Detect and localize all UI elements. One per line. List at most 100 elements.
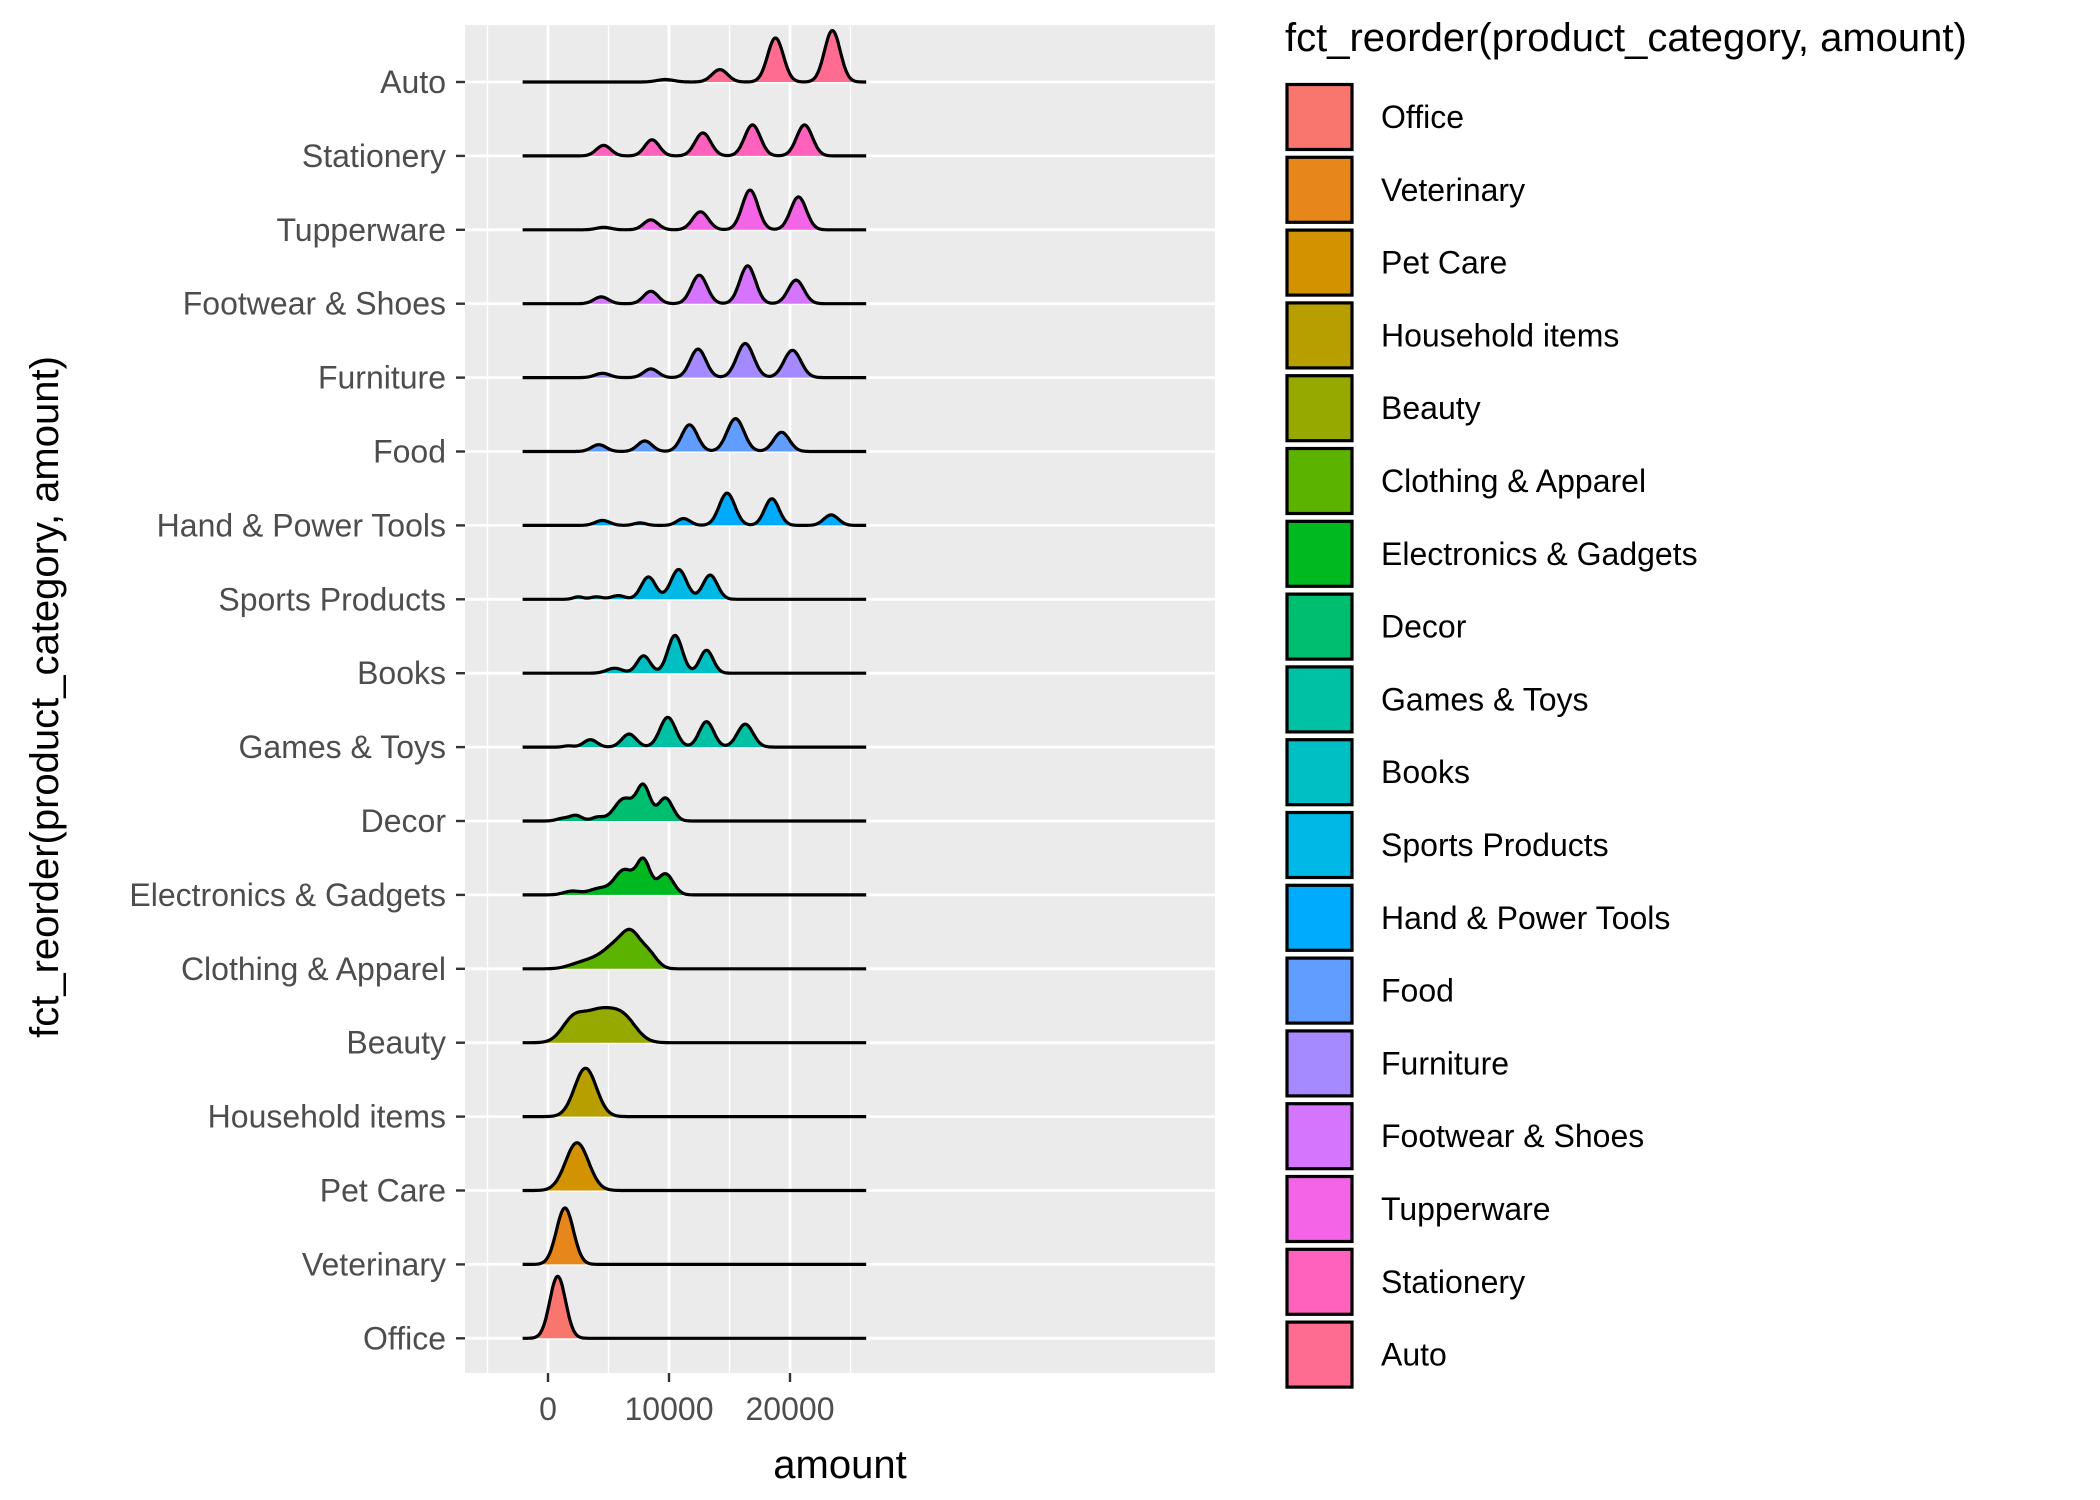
ridge-veterinary: [521, 1206, 868, 1266]
legend-label: Books: [1381, 754, 1470, 790]
legend-label: Pet Care: [1381, 245, 1507, 281]
y-tick-label: Household items: [208, 1099, 446, 1135]
ridge-office: [521, 1274, 868, 1340]
ridge-footwear-shoes: [521, 264, 868, 306]
ridge-outline: [521, 633, 868, 675]
ridge-games-toys: [521, 715, 868, 749]
legend-item: Books: [1285, 738, 1470, 807]
ridge-outline: [521, 715, 868, 749]
legend-item: Footwear & Shoes: [1285, 1102, 1644, 1171]
legend-item: Stationery: [1285, 1247, 1525, 1316]
legend-key: [1285, 1174, 1354, 1244]
legend-key: [1285, 155, 1354, 224]
ridge-fill: [522, 1208, 867, 1265]
y-axis-title: fct_reorder(product_category, amount): [23, 356, 67, 1038]
ridge-outline: [521, 782, 868, 823]
legend-item: Veterinary: [1285, 155, 1525, 224]
ridge-tupperware: [521, 188, 868, 232]
ridge-outline: [521, 1006, 868, 1045]
ridge-outline: [521, 341, 868, 380]
legend-label: Office: [1381, 99, 1464, 135]
y-tick-label: Clothing & Apparel: [181, 951, 446, 987]
legend-label: Veterinary: [1381, 172, 1525, 208]
ridge-fill: [522, 30, 867, 83]
ridge-stationery: [521, 123, 868, 158]
legend-item: Hand & Power Tools: [1285, 883, 1670, 952]
x-tick-label: 0: [539, 1391, 557, 1427]
legend-label: Hand & Power Tools: [1381, 900, 1670, 936]
legend-key: [1285, 519, 1354, 588]
legend-item: Decor: [1285, 592, 1467, 661]
ridge-sports-products: [521, 567, 868, 601]
y-tick-label: Hand & Power Tools: [157, 507, 446, 543]
legend-item: Clothing & Apparel: [1285, 446, 1646, 516]
ridge-outline: [521, 1141, 868, 1193]
legend-key: [1285, 738, 1354, 807]
ridge-clothing-apparel: [521, 927, 868, 971]
ridge-furniture: [521, 341, 868, 380]
y-tick-label: Pet Care: [320, 1173, 446, 1209]
y-tick-label: Food: [373, 434, 446, 470]
legend-key: [1285, 1029, 1354, 1098]
y-tick-label: Electronics & Gadgets: [129, 877, 446, 913]
y-tick-label: Office: [363, 1320, 446, 1356]
x-axis: 0 10000 20000: [539, 1373, 834, 1427]
y-tick-label: Beauty: [346, 1025, 446, 1061]
legend-key: [1285, 665, 1354, 734]
legend-label: Auto: [1381, 1337, 1447, 1373]
legend-label: Games & Toys: [1381, 681, 1588, 717]
ridge-outline: [521, 417, 868, 454]
legend-label: Sports Products: [1381, 827, 1609, 863]
legend-item: Auto: [1285, 1320, 1447, 1389]
legend-item: Furniture: [1285, 1029, 1509, 1098]
ridge-fill: [522, 1142, 867, 1191]
legend-label: Footwear & Shoes: [1381, 1118, 1644, 1154]
y-tick-label: Stationery: [302, 138, 446, 174]
y-tick-label: Veterinary: [302, 1246, 446, 1282]
legend-key: [1285, 446, 1354, 516]
y-tick-label: Furniture: [318, 360, 446, 396]
ridge-fill: [522, 493, 867, 526]
legend-key: [1285, 374, 1354, 443]
legend-item: Office: [1285, 82, 1464, 152]
legend-item: Sports Products: [1285, 810, 1609, 880]
ridge-auto: [521, 29, 868, 84]
legend-item: Electronics & Gadgets: [1285, 519, 1698, 588]
ridge-outline: [521, 1066, 868, 1119]
legend-item: Food: [1285, 956, 1454, 1025]
ridge-books: [521, 633, 868, 675]
x-tick-label: 10000: [625, 1391, 714, 1427]
ridge-outline: [521, 264, 868, 306]
y-tick-label: Games & Toys: [239, 729, 446, 765]
ridge-outline: [521, 123, 868, 158]
legend-label: Food: [1381, 973, 1454, 1009]
legend-label: Furniture: [1381, 1045, 1509, 1081]
ridge-decor: [521, 782, 868, 823]
ridge-pet-care: [521, 1141, 868, 1193]
legend-key: [1285, 1320, 1354, 1389]
legend-item: Household items: [1285, 301, 1619, 370]
ridge-outline: [521, 856, 868, 897]
legend-key: [1285, 592, 1354, 661]
legend-key: [1285, 810, 1354, 880]
ridge-household-items: [521, 1066, 868, 1119]
ridge-fill: [522, 1007, 867, 1043]
legend-item: Pet Care: [1285, 228, 1507, 297]
legend: Office Veterinary Pet Care Household items B…: [1285, 82, 1698, 1389]
ridge-outline: [521, 29, 868, 84]
legend-label: Clothing & Apparel: [1381, 463, 1646, 499]
y-tick-label: Footwear & Shoes: [183, 286, 446, 322]
legend-item: Games & Toys: [1285, 665, 1588, 734]
ridge-food: [521, 417, 868, 454]
legend-key: [1285, 956, 1354, 1025]
legend-title: fct_reorder(product_category, amount): [1285, 16, 1967, 60]
legend-key: [1285, 1102, 1354, 1171]
ridge-hand-power-tools: [521, 491, 868, 527]
ridge-fill: [522, 265, 867, 304]
legend-key: [1285, 301, 1354, 370]
legend-label: Beauty: [1381, 390, 1481, 426]
y-tick-label: Books: [357, 655, 446, 691]
ridge-outline: [521, 927, 868, 971]
y-tick-label: Sports Products: [218, 581, 446, 617]
